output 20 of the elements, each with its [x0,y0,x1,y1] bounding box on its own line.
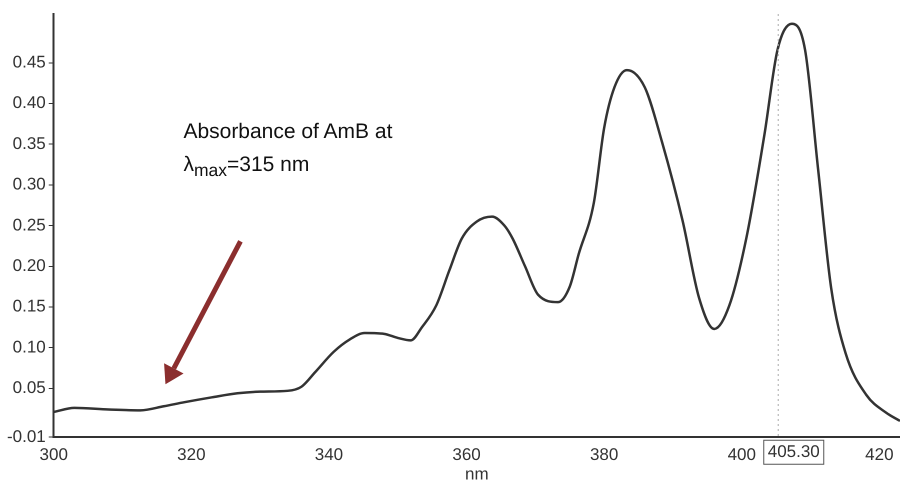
x-tick-label: 420 [865,445,894,464]
y-tick-label: 0.20 [12,256,46,275]
x-axis-title: nm [465,464,489,484]
y-tick-label: -0.01 [7,426,46,446]
x-tick-label: 340 [314,445,344,464]
y-tick-label: 0.40 [12,93,46,112]
x-tick-label: 360 [452,445,481,464]
y-tick-label: 0.05 [12,378,46,398]
x-tick-label: 400 [728,445,756,464]
x-tick-label: 300 [40,445,68,464]
y-tick-label: 0.30 [12,174,46,194]
y-tick-label: 0.45 [12,52,46,72]
y-tick-label: 0.10 [12,337,46,356]
x-tick-label: 380 [590,445,618,464]
y-tick-label: 0.35 [12,134,46,153]
y-tick-label: 0.15 [12,296,46,316]
x-tick-label: 320 [177,445,206,464]
ref-line-label: 405.30 [768,442,820,461]
annotation: Absorbance of AmB at λ$_{max}$=315 nm [183,119,394,182]
y-tick-label: 0.25 [12,215,46,234]
